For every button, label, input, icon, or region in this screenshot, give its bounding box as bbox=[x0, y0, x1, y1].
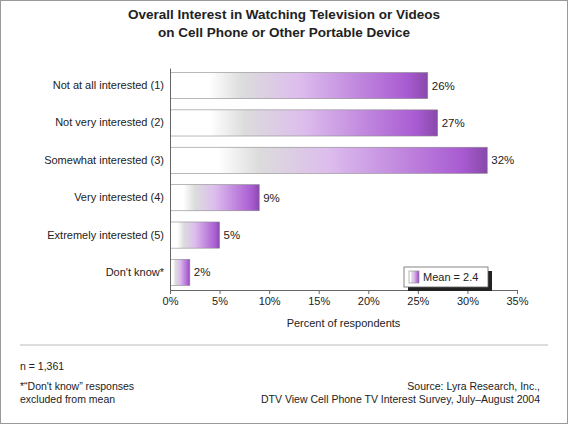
tick-label: Don't know* bbox=[106, 266, 165, 278]
axis-line bbox=[171, 291, 518, 295]
tick: 30% bbox=[457, 290, 479, 307]
y-axis: Not at all interested (1) Not very intere… bbox=[44, 69, 170, 291]
axis-line bbox=[170, 69, 171, 291]
tick-label: Very interested (4) bbox=[74, 191, 164, 203]
bar bbox=[170, 110, 438, 136]
tick-label: Somewhat interested (3) bbox=[44, 154, 164, 166]
title: on Cell Phone or Other Portable Device bbox=[158, 25, 411, 40]
data-label: 5% bbox=[224, 229, 241, 241]
tick-label: Extremely interested (5) bbox=[47, 229, 164, 241]
legend-box bbox=[404, 267, 488, 287]
tick-label: Not very interested (2) bbox=[55, 116, 164, 128]
title: Overall Interest in Watching Television … bbox=[128, 7, 440, 22]
bar bbox=[170, 72, 428, 98]
legend-label: Mean = 2.4 bbox=[423, 271, 478, 283]
data-label: 2% bbox=[194, 266, 211, 278]
annotation: excluded from mean bbox=[20, 393, 115, 405]
tick: 15% bbox=[308, 290, 330, 307]
tick-label: Not at all interested (1) bbox=[53, 79, 164, 91]
separator bbox=[20, 345, 548, 346]
tick-mark bbox=[368, 290, 369, 294]
tick-label: 0% bbox=[163, 295, 179, 307]
tick: 20% bbox=[358, 290, 380, 307]
tick-label: 30% bbox=[457, 295, 479, 307]
tick: Very interested (4) bbox=[74, 191, 164, 203]
tick: 10% bbox=[259, 290, 281, 307]
tick-label: 35% bbox=[506, 295, 528, 307]
annotation: Source: Lyra Research, Inc., bbox=[407, 380, 540, 392]
annotation: *“Don't know” responses bbox=[20, 380, 134, 392]
axis-title: Percent of respondents bbox=[287, 317, 401, 329]
bars bbox=[170, 72, 487, 285]
tick: Not at all interested (1) bbox=[53, 79, 164, 91]
tick: 5% bbox=[212, 290, 228, 307]
tick-mark bbox=[269, 290, 270, 294]
bar bbox=[170, 185, 259, 211]
tick-mark bbox=[220, 290, 221, 294]
tick: 35% bbox=[506, 290, 528, 307]
frame bbox=[1, 1, 568, 424]
tick: 25% bbox=[407, 290, 429, 307]
tick: Not very interested (2) bbox=[55, 116, 164, 128]
bar bbox=[170, 259, 190, 285]
data-label: 26% bbox=[432, 80, 455, 92]
tick: 0% bbox=[163, 290, 179, 307]
tick-label: 20% bbox=[358, 295, 380, 307]
tick-mark bbox=[517, 290, 518, 294]
tick-label: 25% bbox=[407, 295, 429, 307]
x-axis: 0% 5% 10% 15% 20% 25% 30% 35% bbox=[163, 290, 529, 307]
tick: Extremely interested (5) bbox=[47, 229, 164, 241]
legend-swatch bbox=[409, 271, 419, 283]
tick-label: 10% bbox=[259, 295, 281, 307]
data-label: 32% bbox=[491, 154, 514, 166]
data-label: 9% bbox=[263, 192, 280, 204]
tick: Don't know* bbox=[106, 266, 165, 278]
annotation: DTV View Cell Phone TV Interest Survey, … bbox=[261, 393, 540, 405]
annotation: n = 1,361 bbox=[20, 360, 64, 372]
tick-mark bbox=[319, 290, 320, 294]
data-label: 27% bbox=[442, 117, 465, 129]
bar bbox=[170, 147, 487, 173]
tick: Somewhat interested (3) bbox=[44, 154, 164, 166]
tick-label: 5% bbox=[212, 295, 228, 307]
bar bbox=[170, 222, 220, 248]
chart: Overall Interest in Watching Television … bbox=[0, 0, 568, 424]
tick-label: 15% bbox=[308, 295, 330, 307]
tick-mark bbox=[170, 290, 171, 294]
